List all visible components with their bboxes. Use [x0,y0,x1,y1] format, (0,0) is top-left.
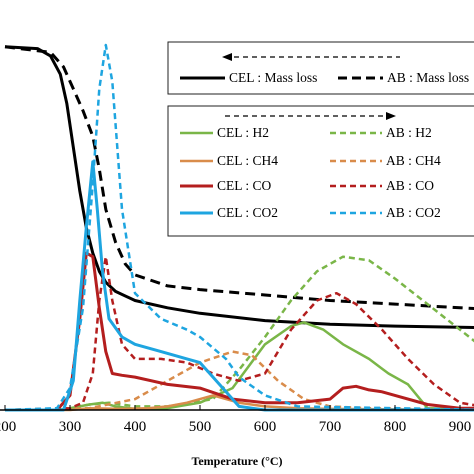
x-tick-label: 900 [449,419,472,435]
legend-label-cel-co: CEL : CO [217,178,272,193]
series-line-cel-mass [4,45,474,330]
series-line-ab-h2 [4,255,474,412]
legend-label-cel-mass: CEL : Mass loss [229,70,317,85]
series-line-cel-co [5,251,474,412]
series-line-cel-co2 [5,160,474,412]
legend-label-ab-h2: AB : H2 [386,125,432,140]
series-line-ab-co2 [4,43,474,412]
x-tick-label: 600 [254,419,277,435]
x-tick-label: 700 [319,419,342,435]
x-tick-label: 800 [384,419,407,435]
x-tick-label: 500 [189,419,212,435]
x-tick-label: 300 [59,419,82,435]
legend-label-ab-mass: AB : Mass loss [387,70,469,85]
legend-label-ab-co: AB : CO [386,178,434,193]
series-line-cel-h2 [5,321,474,412]
x-ticks: 200 300 400 500 600 700 800 900 [0,405,471,435]
series-line-ab-mass [4,45,474,311]
legend-label-cel-h2: CEL : H2 [217,125,269,140]
series-layer [4,43,474,412]
legend-top: CEL : Mass loss AB : Mass loss [167,41,474,95]
x-tick-label: 200 [0,419,16,435]
legend-label-ab-co2: AB : CO2 [386,205,441,220]
legend-main-box [167,105,474,237]
x-axis-label: Temperature (°C) [191,454,282,468]
legend-main-arrow-head [386,112,396,120]
legend-top-arrow-head [222,53,232,61]
series-line-ab-co [4,255,474,412]
legend-top-box [167,41,474,95]
legend-label-ab-ch4: AB : CH4 [386,153,441,168]
legend-label-cel-ch4: CEL : CH4 [217,153,278,168]
legend-label-cel-co2: CEL : CO2 [217,205,278,220]
x-tick-label: 400 [124,419,147,435]
series-line-cel-ch4 [5,394,474,412]
legend-main: CEL : H2 AB : H2 CEL : CH4 AB : CH4 CEL … [167,105,474,237]
